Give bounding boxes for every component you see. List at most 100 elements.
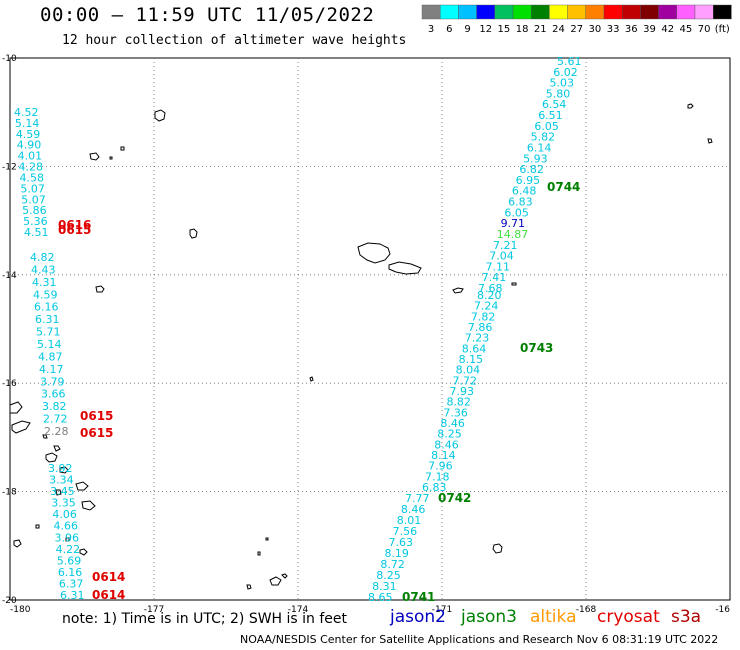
map-grid [10,58,730,600]
wave-height-value: 7.77 [405,492,430,505]
pass-time-label: 0741 [402,590,435,604]
wave-height-value: 6.48 [512,185,537,198]
wave-height-value: 9.71 [501,217,525,230]
pass-time-label: 0615 [58,223,91,237]
wave-height-value: 6.02 [553,66,578,79]
wave-height-value: 4.87 [38,350,63,363]
legend-label: 9 [464,24,470,35]
wave-height-value: 3.45 [50,485,75,498]
legend-label: 3 [428,24,434,35]
island-savaii [357,242,391,264]
wave-height-value: 4.58 [19,171,43,184]
y-axis-ticks: -10 -12 -14 -16 -18 -20 [2,54,17,606]
legend-label: 24 [552,24,565,35]
wave-height-value: 4.01 [18,150,43,163]
island-tonga-4 [265,537,269,541]
wave-height-value: 7.82 [471,310,496,323]
x-tick-label: -177 [144,605,164,615]
island-fiji-8 [13,539,22,548]
island-swains [687,103,694,109]
wave-height-value: 8.72 [380,558,405,571]
credit-line: NOAA/NESDIS Center for Satellite Applica… [240,633,719,646]
wave-height-value: 7.41 [482,271,507,284]
wave-height-value: 2.72 [43,413,68,426]
wave-height-value: 8.01 [397,514,422,527]
wave-height-value: 3.82 [42,400,67,413]
map-title: 00:00 – 11:59 UTC 11/05/2022 [40,4,375,26]
wave-height-value: 5.61 [557,55,582,68]
wave-height-value: 5.07 [20,182,45,195]
wave-height-value: 4.59 [16,128,41,141]
wave-height-value: 5.07 [21,193,46,206]
wave-height-value: 4.51 [24,226,49,239]
wave-height-value: 7.04 [489,250,514,263]
wave-height-value: 4.43 [31,263,56,276]
wave-height-value: 5.86 [22,204,46,217]
island-fiji-10 [53,445,61,452]
satellite-name-altika: altika [530,607,577,627]
wave-height-value: 8.46 [434,438,459,451]
wave-height-value: 3.92 [48,462,73,475]
wave-height-value: 5.36 [23,215,48,228]
wave-height-value: 4.52 [14,106,39,119]
wave-height-value: 7.86 [468,321,493,334]
island-tonga-3 [257,551,261,556]
pass-time-label: 0616 [58,218,91,232]
island-fiji-4 [59,466,69,474]
wave-height-value: 8.19 [384,547,409,560]
wave-height-value: 8.15 [459,353,484,366]
satellite-name-jason2: jason2 [390,607,446,627]
island-fiji-6 [81,500,96,511]
wave-height-value: 4.90 [17,139,42,152]
wave-height-value: 6.51 [538,109,563,122]
island-small-1 [154,109,166,122]
legend-label: 18 [516,24,529,35]
wave-height-value: 4.82 [30,251,55,264]
legend-label: 33 [607,24,620,35]
wave-height-value: 7.68 [478,282,503,295]
wave-height-value: 4.31 [32,276,57,289]
island-tonga-1 [269,576,282,586]
island-wallis [189,228,198,239]
island-small-4 [120,146,125,151]
wave-height-value: 8.25 [437,428,462,441]
footer-note: note: 1) Time is in UTC; 2) SWH is in fe… [62,611,348,627]
satellite-name-s3a: s3a [671,607,702,627]
coastlines [9,103,713,590]
legend-label: 6 [446,24,452,35]
island-tonga-2 [246,584,252,590]
pass-time-label: 0743 [520,341,553,355]
wave-height-value: 7.93 [450,385,475,398]
x-tick-label: -168 [576,605,597,615]
island-fiji-2 [11,420,31,434]
legend-label: 21 [534,24,547,35]
island-small-3 [109,156,113,160]
pass-time-label: 0615 [80,409,113,423]
island-fiji-3 [45,452,58,463]
wave-height-value: 14.87 [497,228,529,241]
wave-height-value: 3.34 [49,474,74,487]
wave-height-value: 8.25 [376,569,401,582]
island-fiji-11 [42,434,48,439]
wave-height-value: 6.05 [534,120,559,133]
legend-label: 70 [698,24,711,35]
wave-height-value: 5.71 [36,326,61,339]
wave-height-value: 5.03 [549,77,574,90]
map-subtitle: 12 hour collection of altimeter wave hei… [62,33,407,48]
legend-label: 45 [680,24,693,35]
wave-height-value: 4.22 [56,543,81,556]
wave-height-value: 5.93 [523,152,548,165]
wave-height-value: 6.95 [516,174,541,187]
y-tick-label: -18 [2,488,17,498]
wave-height-value: 8.82 [446,396,471,409]
wave-height-value: 3.66 [41,388,66,401]
wave-height-value: 3.35 [51,497,76,510]
pass-time-label: 0614 [92,570,125,584]
legend-label: 36 [625,24,638,35]
wave-height-value: 7.56 [393,525,418,538]
wave-height-value: 6.83 [508,196,532,209]
wave-height-value: 5.80 [546,87,571,100]
wave-height-value: 5.69 [57,554,82,567]
wave-height-value: 8.31 [372,580,397,593]
